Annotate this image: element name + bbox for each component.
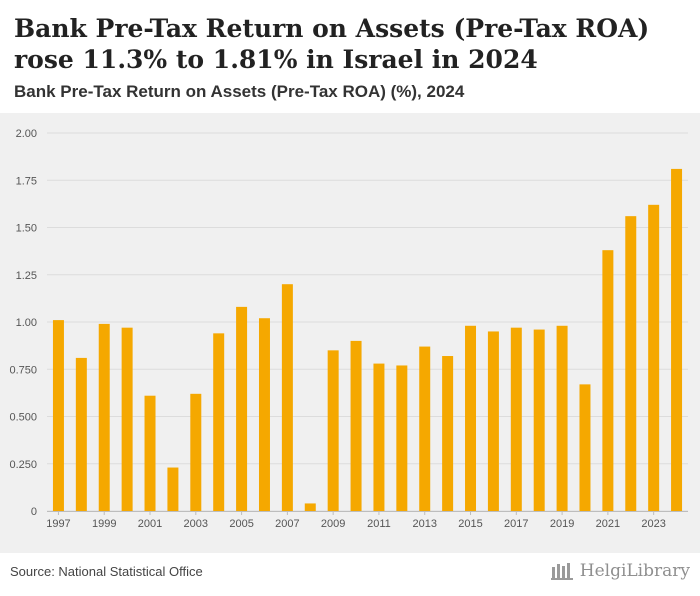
brand-logo[interactable]: HelgiLibrary: [550, 561, 690, 581]
x-tick-label: 2021: [596, 518, 620, 530]
bar-2005: [236, 306, 248, 511]
y-tick-label: 1.00: [16, 317, 37, 329]
bar-1997: [52, 320, 64, 511]
bar-2022: [625, 216, 637, 511]
bar-2007: [281, 284, 293, 511]
x-tick-label: 2001: [138, 518, 162, 530]
y-tick-label: 1.25: [16, 270, 37, 282]
x-tick-label: 2023: [641, 518, 665, 530]
bar-2012: [396, 365, 408, 511]
bar-2004: [213, 333, 225, 511]
bar-2019: [556, 325, 568, 511]
x-tick-label: 2013: [412, 518, 436, 530]
bar-2003: [190, 393, 202, 511]
bar-2001: [144, 395, 156, 511]
bar-2011: [373, 363, 385, 511]
source-note: Source: National Statistical Office: [10, 564, 203, 579]
x-tick-label: 2017: [504, 518, 528, 530]
chart-footer: [0, 553, 700, 596]
bar-1999: [98, 323, 110, 511]
bar-chart: 0 0.250 0.500 0.750 1.00 1.25 1.50 1.75 2.00 1997…: [9, 128, 688, 530]
y-tick-label: 0.250: [9, 459, 37, 471]
bar-2020: [579, 384, 591, 511]
y-tick-label: 0.750: [9, 364, 37, 376]
x-tick-label: 2011: [367, 518, 391, 530]
chart-title: Bank Pre-Tax Return on Assets (Pre-Tax R…: [14, 14, 650, 74]
chart-header: Bank Pre-Tax Return on Assets (Pre-Tax R…: [0, 0, 700, 113]
bar-2006: [258, 318, 270, 511]
x-tick-label: 2019: [550, 518, 574, 530]
x-tick-label: 2007: [275, 518, 299, 530]
bar-1998: [75, 357, 87, 511]
bar-2013: [419, 346, 431, 511]
brand-name: HelgiLibrary: [579, 561, 690, 581]
bar-2000: [121, 327, 133, 511]
bar-2002: [167, 467, 179, 511]
x-tick-label: 2015: [458, 518, 482, 530]
x-tick-label: 1997: [46, 518, 70, 530]
bar-2018: [533, 329, 545, 511]
bar-2015: [465, 325, 477, 511]
y-tick-label: 1.75: [16, 175, 37, 187]
x-tick-label: 2005: [229, 518, 253, 530]
y-tick-label: 0: [31, 506, 37, 518]
chart-subtitle: Bank Pre-Tax Return on Assets (Pre-Tax R…: [14, 82, 465, 101]
library-icon: [550, 563, 573, 580]
bar-2009: [327, 350, 339, 511]
bar-2010: [350, 340, 362, 511]
x-tick-label: 2009: [321, 518, 345, 530]
bar-2016: [487, 331, 499, 511]
bar-2024: [671, 168, 683, 511]
bar-2023: [648, 204, 660, 511]
y-tick-label: 1.50: [16, 223, 37, 235]
x-tick-label: 1999: [92, 518, 116, 530]
bar-2008: [304, 503, 316, 511]
bar-2021: [602, 250, 614, 511]
bar-2017: [510, 327, 522, 511]
y-tick-label: 2.00: [16, 128, 37, 140]
y-tick-label: 0.500: [9, 412, 37, 424]
bar-2014: [442, 356, 454, 511]
x-tick-label: 2003: [184, 518, 208, 530]
